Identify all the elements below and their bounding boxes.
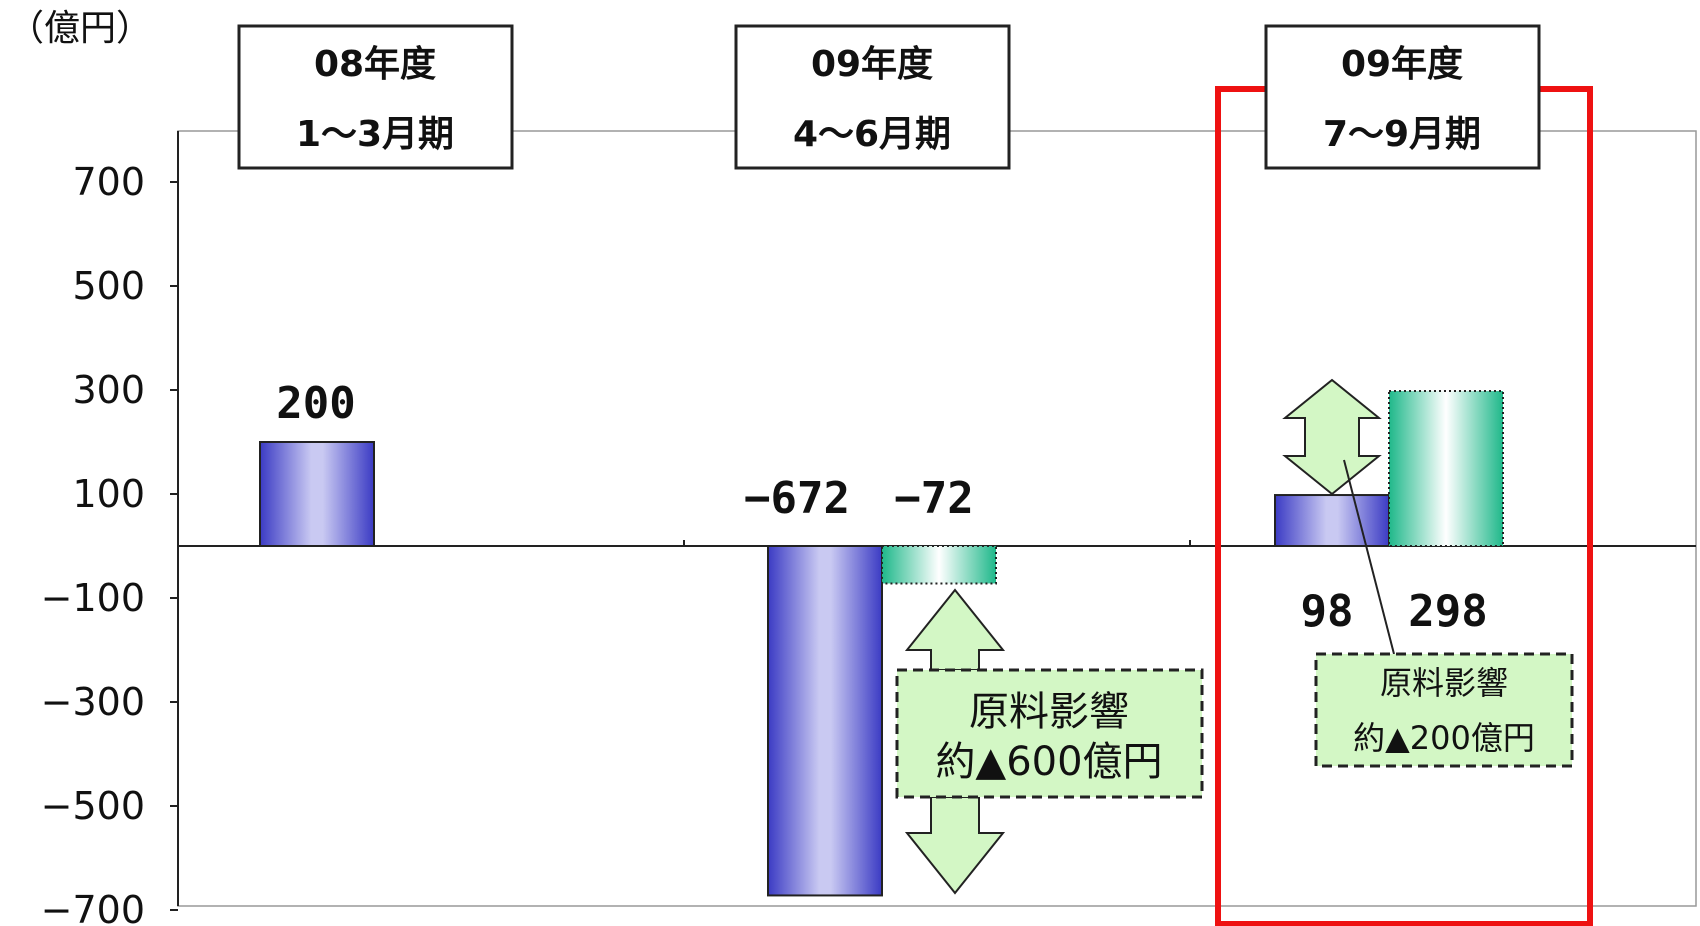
data-label-298: 298	[1408, 586, 1487, 637]
bar-09fy-jul-sep	[1274, 494, 1390, 548]
data-label-minus672: −672	[744, 473, 850, 524]
period-months-label: 4～6月期	[793, 114, 951, 155]
raw-material-impact-note-600: 原料影響 約▲600億円	[895, 668, 1204, 799]
y-tick-label: 500	[72, 264, 145, 308]
y-tick-label: 100	[72, 472, 145, 516]
data-label-minus72: −72	[894, 473, 973, 524]
bar-09fy-apr-jun	[767, 545, 883, 897]
note-title: 原料影響	[1380, 664, 1508, 702]
period-box-08fy-q1: 08年度 1～3月期	[237, 24, 514, 170]
bar-adjusted-09fy-apr-jun	[881, 545, 997, 585]
y-tick-label: −500	[41, 784, 145, 828]
impact-arrow-apr-jun	[904, 588, 1006, 895]
period-year-label: 09年度	[1341, 44, 1463, 85]
note-amount: 約▲200億円	[1353, 719, 1535, 757]
period-months-label: 1～3月期	[296, 114, 454, 155]
y-tick-label: 300	[72, 368, 145, 412]
data-label-200: 200	[276, 378, 355, 429]
y-tick-label: −700	[41, 888, 145, 926]
bar-08fy-q1	[259, 441, 375, 547]
period-year-label: 09年度	[811, 44, 933, 85]
y-tick-label: −100	[41, 576, 145, 620]
raw-material-impact-note-200: 原料影響 約▲200億円	[1314, 652, 1574, 768]
period-months-label: 7～9月期	[1323, 114, 1481, 155]
period-box-09fy-jul-sep: 09年度 7～9月期	[1264, 24, 1541, 170]
note-title: 原料影響	[969, 689, 1129, 735]
period-box-09fy-apr-jun: 09年度 4～6月期	[734, 24, 1011, 170]
data-label-98: 98	[1301, 586, 1354, 637]
leader-line	[1343, 459, 1395, 655]
y-unit-label: （億円）	[8, 8, 152, 49]
y-axis-ticks: 700 500 300 100 −100 −300 −500 −700	[41, 160, 178, 926]
note-amount: 約▲600億円	[935, 739, 1162, 785]
impact-arrow-jul-sep	[1282, 378, 1382, 496]
y-tick-label: 700	[72, 160, 145, 204]
bar-adjusted-09fy-jul-sep	[1388, 390, 1504, 548]
period-year-label: 08年度	[314, 44, 436, 85]
y-tick-label: −300	[41, 680, 145, 724]
